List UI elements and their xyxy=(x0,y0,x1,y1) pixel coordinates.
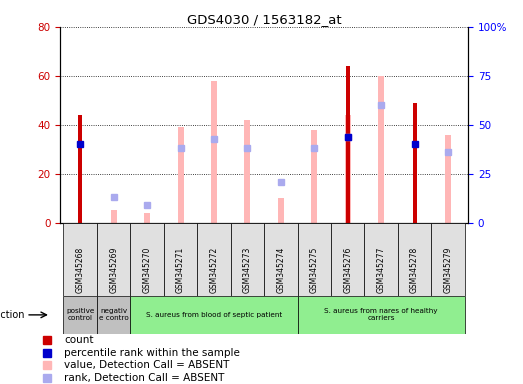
Text: S. aureus from blood of septic patient: S. aureus from blood of septic patient xyxy=(146,312,282,318)
Bar xyxy=(63,296,97,334)
Text: GSM345269: GSM345269 xyxy=(109,247,118,293)
Bar xyxy=(144,213,150,223)
Bar xyxy=(398,223,431,296)
Text: GSM345270: GSM345270 xyxy=(143,247,152,293)
Bar xyxy=(378,76,384,223)
Bar xyxy=(130,223,164,296)
Title: GDS4030 / 1563182_at: GDS4030 / 1563182_at xyxy=(187,13,342,26)
Text: GSM345274: GSM345274 xyxy=(276,247,286,293)
Text: GSM345276: GSM345276 xyxy=(343,247,352,293)
Text: GSM345279: GSM345279 xyxy=(444,247,452,293)
Bar xyxy=(111,210,117,223)
Text: GSM345278: GSM345278 xyxy=(410,247,419,293)
Bar xyxy=(78,115,82,223)
Bar xyxy=(413,103,417,223)
Bar xyxy=(431,223,465,296)
Bar xyxy=(244,120,251,223)
Text: positive
control: positive control xyxy=(66,308,94,321)
Text: GSM345271: GSM345271 xyxy=(176,247,185,293)
Bar xyxy=(278,198,284,223)
Bar xyxy=(331,223,365,296)
Text: value, Detection Call = ABSENT: value, Detection Call = ABSENT xyxy=(64,360,230,370)
Text: percentile rank within the sample: percentile rank within the sample xyxy=(64,348,240,358)
Text: negativ
e contro: negativ e contro xyxy=(99,308,129,321)
Bar xyxy=(365,223,398,296)
Bar xyxy=(211,81,217,223)
Bar xyxy=(346,66,350,223)
Text: infection: infection xyxy=(0,310,25,320)
Text: GSM345268: GSM345268 xyxy=(76,247,85,293)
Bar xyxy=(345,115,351,223)
Text: GSM345277: GSM345277 xyxy=(377,247,385,293)
Text: S. aureus from nares of healthy
carriers: S. aureus from nares of healthy carriers xyxy=(324,308,438,321)
Text: GSM345273: GSM345273 xyxy=(243,247,252,293)
Bar xyxy=(231,223,264,296)
Text: rank, Detection Call = ABSENT: rank, Detection Call = ABSENT xyxy=(64,373,225,383)
Bar xyxy=(264,223,298,296)
Bar xyxy=(197,223,231,296)
Bar xyxy=(298,296,465,334)
Text: GSM345275: GSM345275 xyxy=(310,247,319,293)
Text: GSM345272: GSM345272 xyxy=(209,247,219,293)
Bar xyxy=(130,296,298,334)
Bar xyxy=(298,223,331,296)
Bar xyxy=(445,135,451,223)
Bar xyxy=(97,223,130,296)
Text: count: count xyxy=(64,335,94,345)
Bar xyxy=(177,127,184,223)
Bar xyxy=(63,223,97,296)
Bar xyxy=(311,130,317,223)
Bar xyxy=(164,223,197,296)
Bar xyxy=(97,296,130,334)
